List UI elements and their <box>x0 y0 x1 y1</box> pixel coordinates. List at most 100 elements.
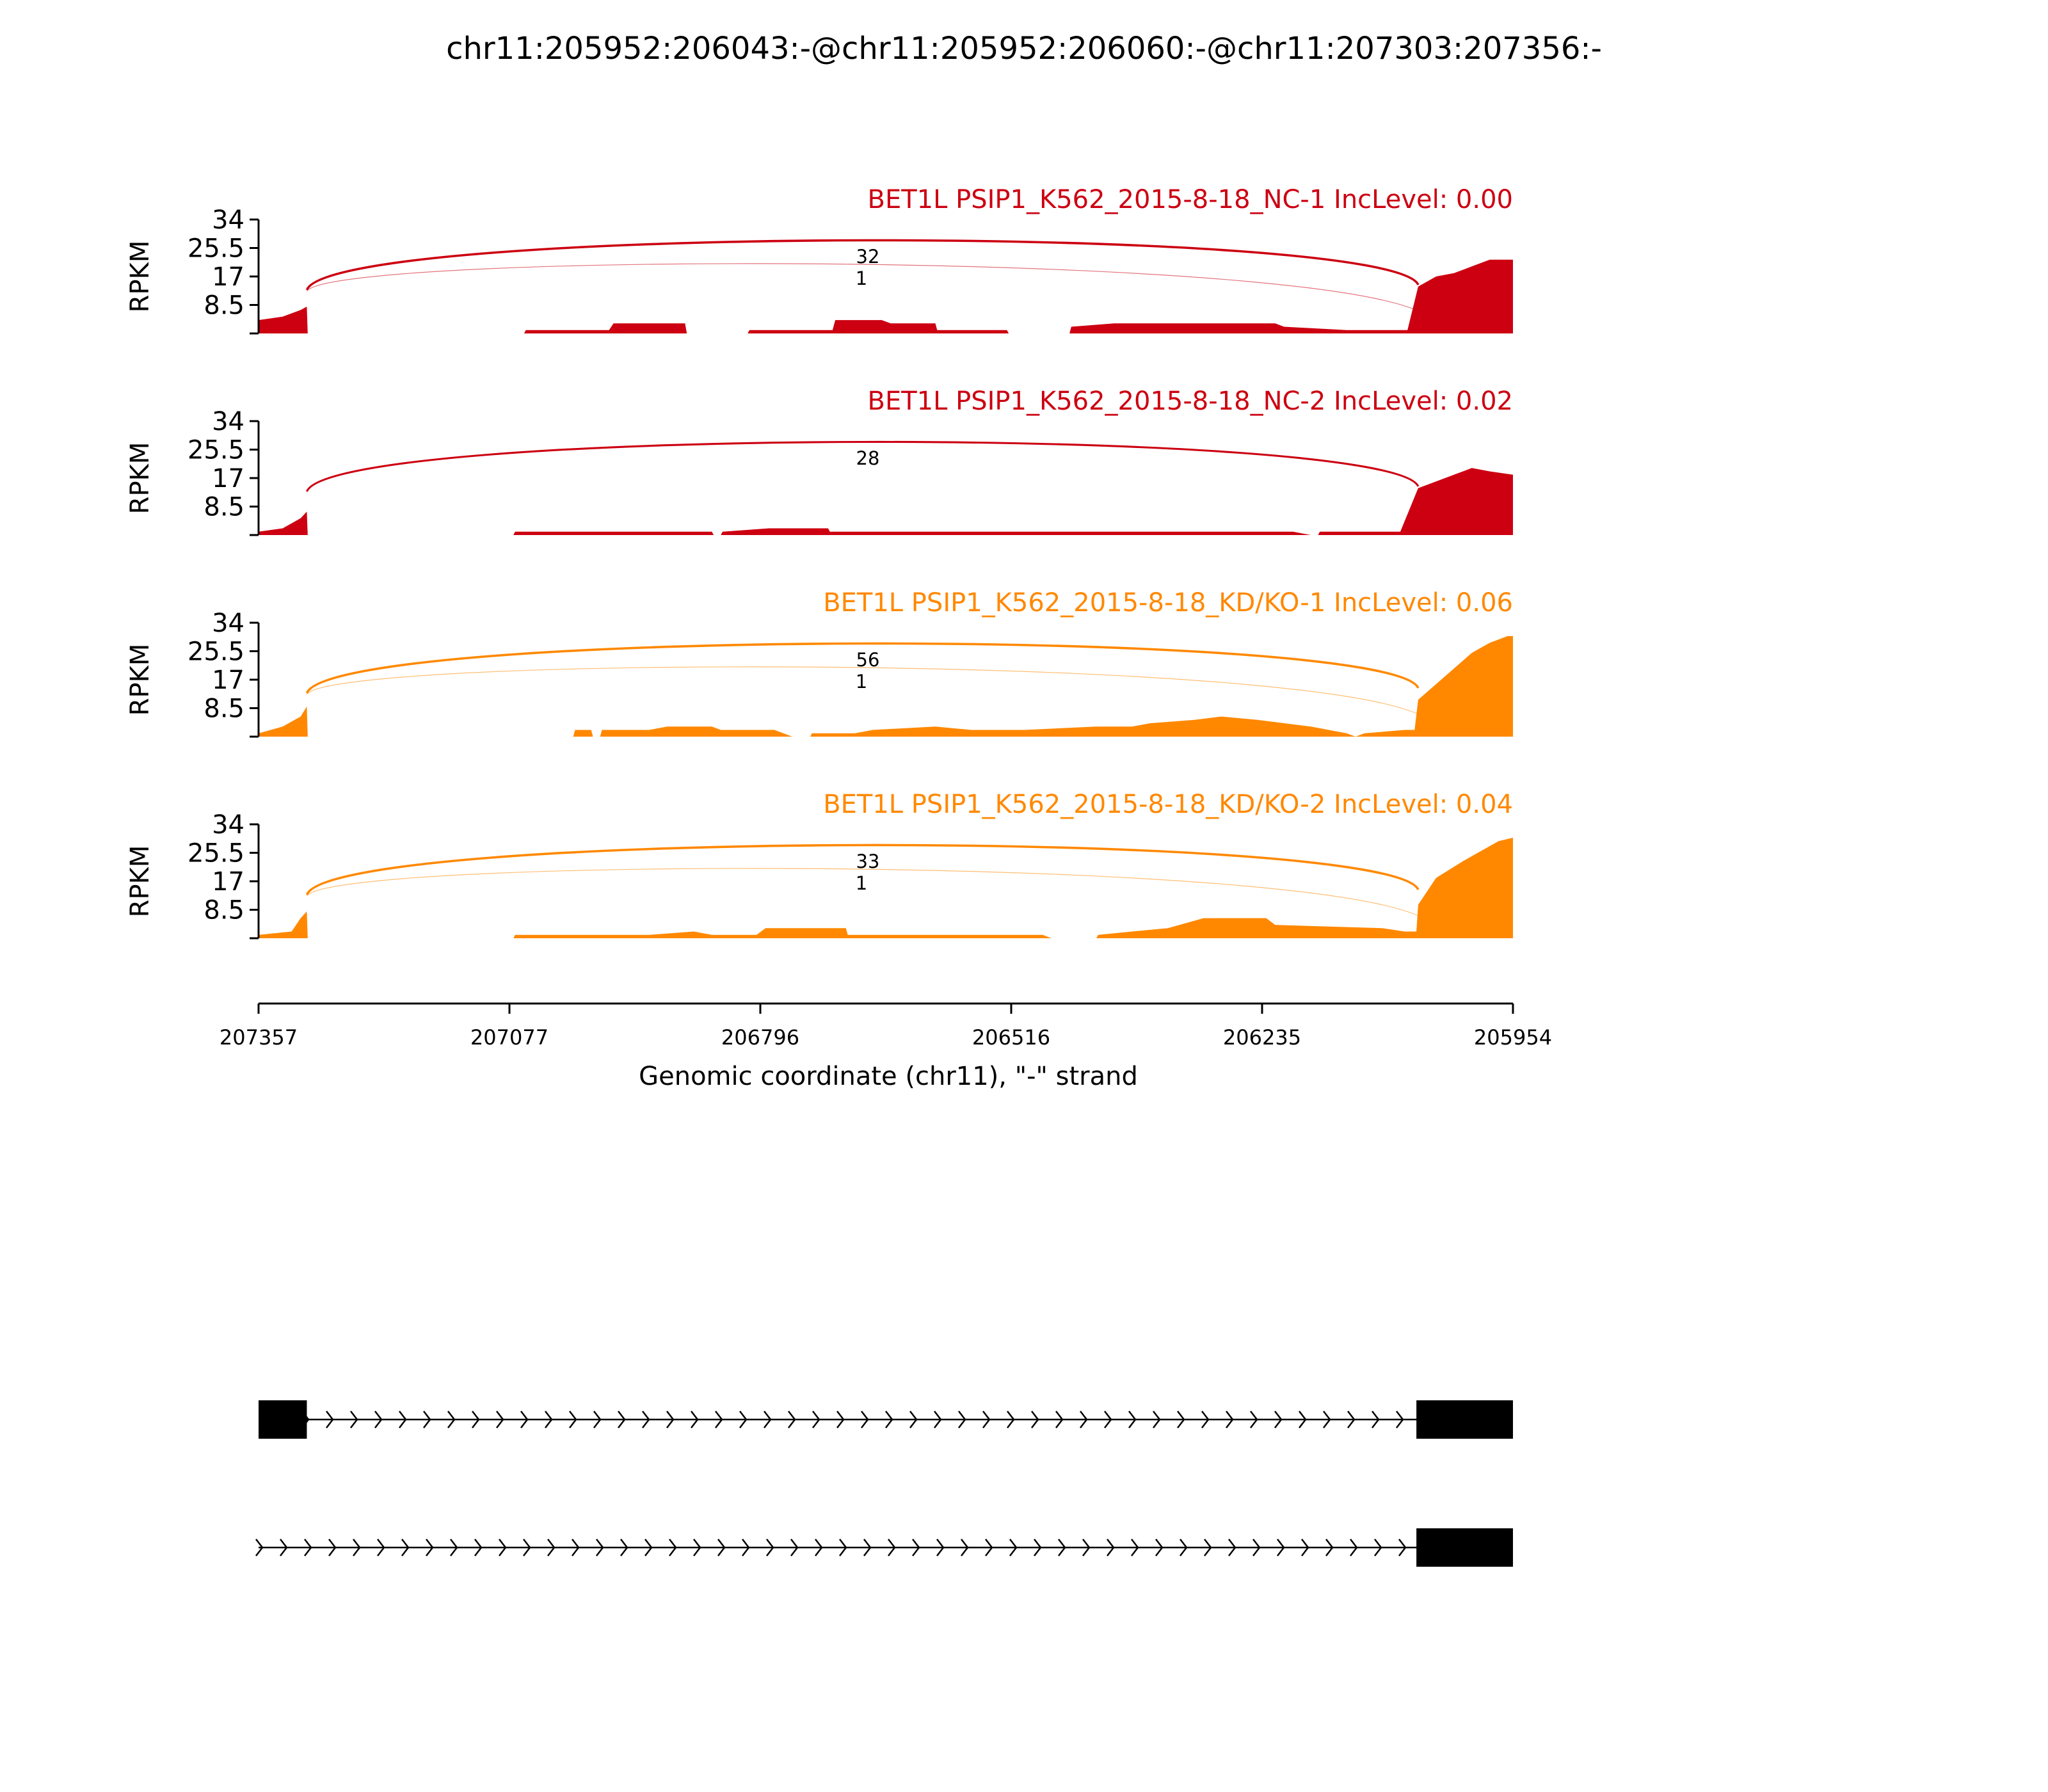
junction-label-bg <box>849 246 887 269</box>
x-tick-label: 207357 <box>220 1025 298 1050</box>
strand-arrow-icon <box>593 1411 602 1428</box>
strand-arrow-icon <box>1107 1539 1115 1556</box>
strand-arrow-icon <box>1325 1539 1334 1556</box>
y-tick-label: 17 <box>212 464 244 493</box>
strand-arrow-icon <box>912 1539 920 1556</box>
junction-count: 1 <box>856 268 867 289</box>
strand-arrow-icon <box>1323 1411 1331 1428</box>
strand-arrow-icon <box>1201 1411 1210 1428</box>
strand-arrow-icon <box>642 1411 650 1428</box>
strand-arrow-icon <box>691 1411 699 1428</box>
track-title: BET1L PSIP1_K562_2015-8-18_KD/KO-2 IncLe… <box>823 790 1513 819</box>
strand-arrow-icon <box>520 1411 529 1428</box>
strand-arrow-icon <box>304 1539 312 1556</box>
strand-arrow-icon <box>1347 1411 1356 1428</box>
isoform-2 <box>255 1528 1513 1567</box>
strand-arrow-icon <box>836 1411 845 1428</box>
strand-arrow-icon <box>666 1411 675 1428</box>
strand-arrow-icon <box>1104 1411 1112 1428</box>
junction-count: 1 <box>856 671 867 692</box>
strand-arrow-icon <box>1080 1411 1088 1428</box>
strand-arrow-icon <box>1128 1411 1137 1428</box>
strand-arrow-icon <box>1277 1539 1285 1556</box>
strand-arrow-icon <box>1299 1411 1307 1428</box>
strand-arrow-icon <box>1274 1411 1283 1428</box>
junction-count: 33 <box>856 851 880 872</box>
strand-arrow-icon <box>1058 1539 1066 1556</box>
strand-arrow-icon <box>472 1411 480 1428</box>
chart-title: chr11:205952:206043:-@chr11:205952:20606… <box>446 31 1602 67</box>
strand-arrow-icon <box>1374 1539 1382 1556</box>
y-tick-label: 8.5 <box>204 896 244 925</box>
strand-arrow-icon <box>985 1539 993 1556</box>
junction-count: 1 <box>856 872 867 894</box>
strand-arrow-icon <box>815 1539 823 1556</box>
track-title: BET1L PSIP1_K562_2015-8-18_NC-1 IncLevel… <box>868 185 1514 214</box>
y-tick-label: 25.5 <box>188 436 244 465</box>
strand-arrow-icon <box>399 1411 407 1428</box>
strand-arrow-icon <box>1226 1411 1234 1428</box>
junction-arc <box>305 642 1420 694</box>
x-tick-label: 205954 <box>1474 1025 1552 1050</box>
strand-arrow-icon <box>1396 1411 1404 1428</box>
junction-arc <box>306 868 1434 929</box>
strand-arrow-icon <box>982 1411 991 1428</box>
strand-arrow-icon <box>328 1539 337 1556</box>
strand-arrow-icon <box>1177 1411 1185 1428</box>
strand-arrow-icon <box>863 1539 872 1556</box>
strand-arrow-icon <box>499 1539 507 1556</box>
strand-arrow-icon <box>620 1539 628 1556</box>
strand-arrow-icon <box>496 1411 504 1428</box>
y-axis-label: RPKM <box>125 241 155 313</box>
y-tick-label: 25.5 <box>188 637 244 667</box>
exon-block <box>1416 1528 1513 1567</box>
strand-arrow-icon <box>958 1411 966 1428</box>
strand-arrow-icon <box>788 1411 796 1428</box>
strand-arrow-icon <box>644 1539 653 1556</box>
y-axis-label: RPKM <box>125 644 155 716</box>
strand-arrow-icon <box>909 1411 918 1428</box>
coverage-area <box>259 468 1513 535</box>
strand-arrow-icon <box>888 1539 896 1556</box>
strand-arrow-icon <box>1153 1411 1161 1428</box>
y-axis-label: RPKM <box>125 442 155 515</box>
strand-arrow-icon <box>812 1411 820 1428</box>
y-axis-label: RPKM <box>125 845 155 918</box>
strand-arrow-icon <box>1155 1539 1164 1556</box>
strand-arrow-icon <box>1250 1411 1258 1428</box>
x-tick-label: 206235 <box>1223 1025 1301 1050</box>
strand-arrow-icon <box>669 1539 677 1556</box>
strand-arrow-icon <box>618 1411 626 1428</box>
junction-arc <box>306 666 1434 727</box>
y-tick-label: 8.5 <box>204 493 244 522</box>
junction-label-bg <box>842 671 881 694</box>
y-tick-label: 17 <box>212 867 244 897</box>
exon-block <box>259 1400 307 1439</box>
y-tick-label: 25.5 <box>188 839 244 868</box>
y-tick-label: 34 <box>212 407 244 436</box>
track-title: BET1L PSIP1_K562_2015-8-18_KD/KO-1 IncLe… <box>823 588 1513 618</box>
junction-count: 28 <box>856 447 880 469</box>
strand-arrow-icon <box>1180 1539 1188 1556</box>
strand-arrow-icon <box>1398 1539 1407 1556</box>
strand-arrow-icon <box>547 1539 556 1556</box>
strand-arrow-icon <box>790 1539 799 1556</box>
y-tick-label: 25.5 <box>188 234 244 264</box>
strand-arrow-icon <box>936 1539 945 1556</box>
strand-arrow-icon <box>961 1539 969 1556</box>
gene-annotation <box>255 1400 1513 1567</box>
strand-arrow-icon <box>1131 1539 1139 1556</box>
strand-arrow-icon <box>934 1411 942 1428</box>
strand-arrow-icon <box>839 1539 847 1556</box>
track-title: BET1L PSIP1_K562_2015-8-18_NC-2 IncLevel… <box>868 387 1514 416</box>
strand-arrow-icon <box>255 1539 264 1556</box>
strand-arrow-icon <box>1252 1539 1261 1556</box>
junction-label-bg <box>842 873 881 896</box>
strand-arrow-icon <box>377 1539 385 1556</box>
isoform-1 <box>259 1400 1513 1439</box>
